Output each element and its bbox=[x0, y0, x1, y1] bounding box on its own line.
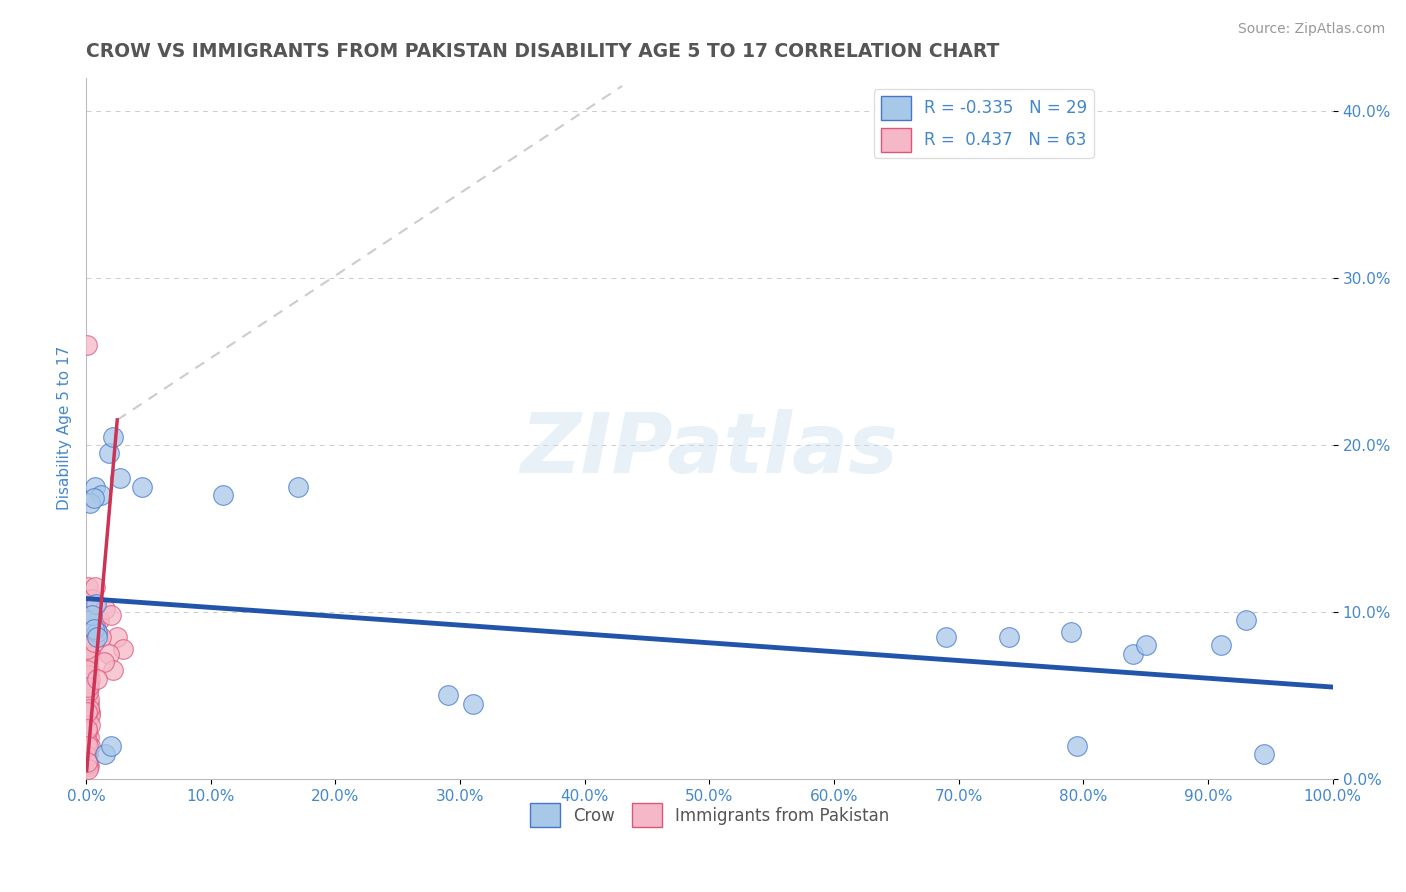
Point bbox=[103, 429, 125, 443]
Point bbox=[76, 647, 98, 661]
Point bbox=[76, 664, 98, 678]
Point bbox=[935, 630, 957, 644]
Point bbox=[76, 641, 98, 656]
Point bbox=[84, 622, 107, 636]
Point bbox=[76, 725, 98, 739]
Point bbox=[94, 601, 117, 615]
Point bbox=[105, 630, 128, 644]
Point bbox=[86, 624, 108, 639]
Point bbox=[79, 718, 101, 732]
Point bbox=[76, 722, 98, 736]
Point bbox=[83, 635, 105, 649]
Point bbox=[77, 675, 100, 690]
Point bbox=[80, 630, 103, 644]
Point bbox=[97, 446, 120, 460]
Point bbox=[100, 608, 122, 623]
Point bbox=[83, 491, 105, 506]
Point bbox=[76, 756, 98, 770]
Point bbox=[76, 658, 98, 673]
Point bbox=[131, 480, 153, 494]
Point bbox=[77, 702, 100, 716]
Point bbox=[77, 613, 100, 627]
Point bbox=[77, 680, 100, 694]
Point bbox=[79, 597, 101, 611]
Point bbox=[76, 689, 98, 703]
Point bbox=[86, 630, 108, 644]
Point bbox=[83, 580, 105, 594]
Point bbox=[82, 591, 104, 606]
Point bbox=[1234, 613, 1257, 627]
Point bbox=[79, 739, 101, 753]
Point bbox=[1209, 638, 1232, 652]
Point bbox=[77, 697, 100, 711]
Point bbox=[1060, 624, 1083, 639]
Point bbox=[108, 471, 131, 485]
Point bbox=[76, 748, 98, 763]
Text: ZIPatlas: ZIPatlas bbox=[520, 409, 898, 490]
Point bbox=[79, 496, 101, 510]
Point bbox=[77, 685, 100, 699]
Point bbox=[1066, 739, 1088, 753]
Point bbox=[93, 655, 115, 669]
Point bbox=[94, 747, 117, 761]
Point bbox=[77, 714, 100, 728]
Point bbox=[76, 739, 98, 753]
Point bbox=[77, 680, 100, 694]
Point bbox=[997, 630, 1019, 644]
Point bbox=[82, 608, 104, 623]
Point bbox=[287, 480, 309, 494]
Text: Source: ZipAtlas.com: Source: ZipAtlas.com bbox=[1237, 22, 1385, 37]
Point bbox=[77, 655, 100, 669]
Point bbox=[100, 739, 122, 753]
Point bbox=[90, 488, 112, 502]
Point bbox=[76, 630, 98, 644]
Point bbox=[77, 691, 100, 706]
Point bbox=[83, 622, 105, 636]
Point bbox=[76, 651, 98, 665]
Point bbox=[97, 647, 120, 661]
Point bbox=[87, 613, 110, 627]
Point bbox=[90, 630, 112, 644]
Point bbox=[212, 488, 235, 502]
Point bbox=[77, 638, 100, 652]
Point bbox=[77, 664, 100, 678]
Point bbox=[76, 613, 98, 627]
Point bbox=[76, 742, 98, 756]
Point bbox=[84, 597, 107, 611]
Point bbox=[1253, 747, 1275, 761]
Point bbox=[76, 705, 98, 719]
Point bbox=[79, 708, 101, 723]
Point bbox=[76, 668, 98, 682]
Point bbox=[76, 756, 98, 771]
Point bbox=[79, 613, 101, 627]
Point bbox=[76, 630, 98, 644]
Point bbox=[79, 647, 101, 661]
Legend: Crow, Immigrants from Pakistan: Crow, Immigrants from Pakistan bbox=[523, 797, 896, 834]
Y-axis label: Disability Age 5 to 17: Disability Age 5 to 17 bbox=[58, 346, 72, 510]
Point bbox=[77, 762, 100, 776]
Point bbox=[112, 641, 135, 656]
Point bbox=[103, 664, 125, 678]
Point bbox=[79, 705, 101, 719]
Point bbox=[76, 735, 98, 749]
Point bbox=[77, 580, 100, 594]
Point bbox=[436, 689, 458, 703]
Point bbox=[461, 697, 484, 711]
Point bbox=[80, 613, 103, 627]
Point bbox=[1135, 638, 1157, 652]
Point bbox=[77, 758, 100, 772]
Point bbox=[79, 672, 101, 686]
Point bbox=[83, 480, 105, 494]
Point bbox=[76, 722, 98, 736]
Point bbox=[76, 752, 98, 766]
Point bbox=[1122, 647, 1144, 661]
Point bbox=[76, 338, 98, 352]
Point bbox=[77, 747, 100, 761]
Point bbox=[86, 672, 108, 686]
Point bbox=[76, 622, 98, 636]
Point bbox=[77, 730, 100, 744]
Text: CROW VS IMMIGRANTS FROM PAKISTAN DISABILITY AGE 5 TO 17 CORRELATION CHART: CROW VS IMMIGRANTS FROM PAKISTAN DISABIL… bbox=[86, 42, 1000, 61]
